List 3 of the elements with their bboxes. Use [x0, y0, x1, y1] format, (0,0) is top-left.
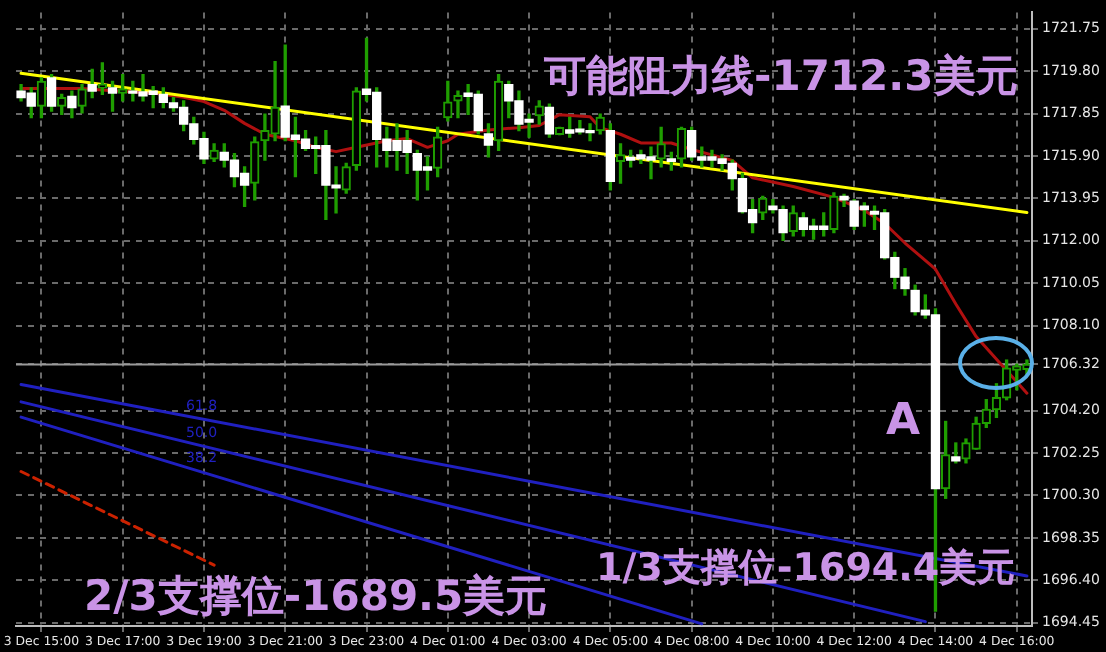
annotation: 2/3支撑位-1689.5美元 [84, 572, 548, 620]
annotation: 可能阻力线-1712.3美元 [544, 52, 1018, 100]
annotation: A [886, 396, 921, 446]
